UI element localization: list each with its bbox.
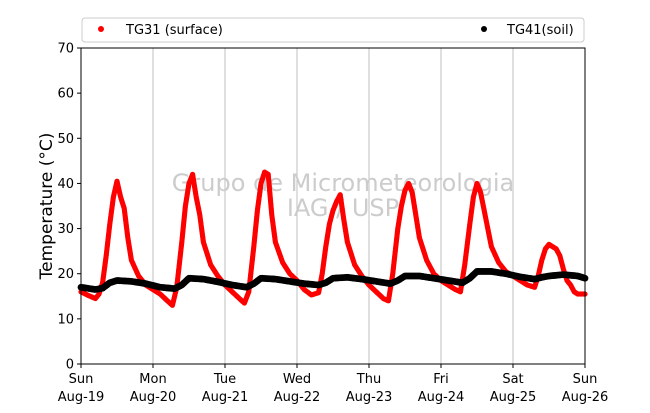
y-tick-label: 0 xyxy=(66,358,74,373)
x-tick-label-date: Aug-23 xyxy=(346,390,393,405)
y-tick-label: 10 xyxy=(57,312,74,327)
x-tick-label-day: Sun xyxy=(573,372,598,387)
x-tick-label-day: Mon xyxy=(139,372,166,387)
legend-marker-tg41 xyxy=(481,26,487,32)
y-tick-label: 70 xyxy=(57,42,74,57)
x-tick-label-date: Aug-20 xyxy=(130,390,177,405)
x-tick-label-date: Aug-26 xyxy=(562,390,609,405)
x-tick-label-date: Aug-21 xyxy=(202,390,249,405)
watermark-line-1: Grupo de Micrometeorologia xyxy=(172,169,514,197)
legend-box xyxy=(81,17,585,43)
x-tick-label-date: Aug-25 xyxy=(490,390,537,405)
legend-label-tg41: TG41(soil) xyxy=(506,23,574,38)
y-tick-label: 30 xyxy=(57,222,74,237)
x-tick-label-day: Thu xyxy=(356,372,381,387)
x-tick-label-day: Sun xyxy=(69,372,94,387)
legend-label-tg31: TG31 (surface) xyxy=(125,23,223,38)
x-tick-label-day: Tue xyxy=(213,372,236,387)
x-tick-label-date: Aug-24 xyxy=(418,390,465,405)
series-tg41-soil xyxy=(77,268,589,293)
x-tick-label-day: Fri xyxy=(433,372,449,387)
x-tick-label-day: Sat xyxy=(502,372,523,387)
y-tick-label: 60 xyxy=(57,87,74,102)
x-tick-label-date: Aug-22 xyxy=(274,390,321,405)
x-tick-label-date: Aug-19 xyxy=(58,390,105,405)
y-axis-label: Temperature (°C) xyxy=(37,133,57,281)
y-tick-label: 20 xyxy=(57,267,74,282)
legend-marker-tg31 xyxy=(98,26,104,32)
y-tick-label: 40 xyxy=(57,177,74,192)
axes-frame xyxy=(80,47,586,365)
y-tick-label: 50 xyxy=(57,132,74,147)
x-tick-label-day: Wed xyxy=(283,372,311,387)
series-layer xyxy=(77,169,589,308)
